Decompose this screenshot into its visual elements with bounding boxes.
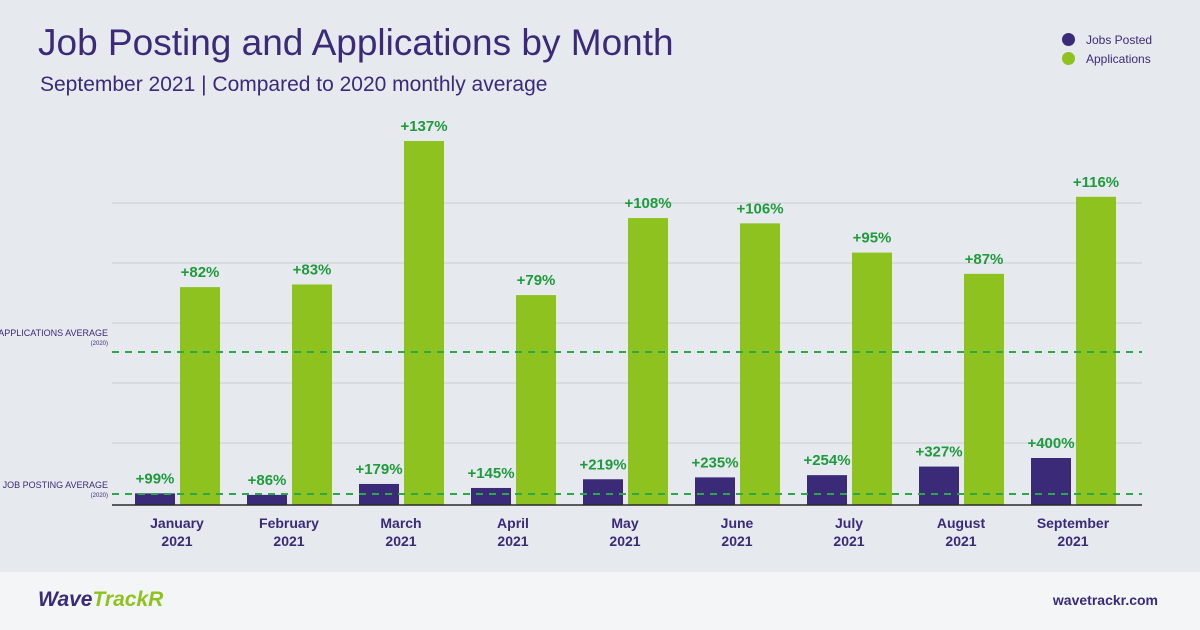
x-tick-label-month: May xyxy=(611,515,638,531)
logo-text-trackr: TrackR xyxy=(92,588,164,611)
bar-applications xyxy=(964,273,1004,505)
legend-item-applications: Applications xyxy=(1062,49,1152,68)
bar-jobs-posted xyxy=(135,493,175,505)
data-label-applications: +83% xyxy=(293,261,332,278)
bar-jobs-posted xyxy=(583,479,623,505)
data-label-jobs-posted: +99% xyxy=(136,470,175,487)
bar-applications xyxy=(852,252,892,505)
website-link[interactable]: wavetrackr.com xyxy=(1052,592,1158,608)
data-label-jobs-posted: +219% xyxy=(579,456,626,473)
data-label-applications: +137% xyxy=(400,118,447,135)
applications-average-label: APPLICATIONS AVERAGE (2020) xyxy=(0,328,108,350)
data-label-applications: +82% xyxy=(181,264,220,281)
bar-jobs-posted xyxy=(471,487,511,505)
x-tick-label-month: March xyxy=(380,515,421,531)
data-label-applications: +108% xyxy=(624,195,671,212)
data-label-jobs-posted: +327% xyxy=(915,444,962,461)
data-label-applications: +87% xyxy=(965,251,1004,268)
x-tick-label-month: August xyxy=(937,515,986,531)
bar-applications xyxy=(516,295,556,505)
data-label-jobs-posted: +400% xyxy=(1027,435,1074,452)
x-tick-label-month: July xyxy=(835,515,863,531)
job-posting-average-year: (2020) xyxy=(90,493,108,499)
logo-text-wave: Wave xyxy=(38,588,93,611)
legend-label-applications: Applications xyxy=(1086,51,1151,66)
data-label-jobs-posted: +235% xyxy=(691,454,738,471)
legend-swatch-jobs-posted xyxy=(1062,33,1075,46)
applications-average-text: APPLICATIONS AVERAGE xyxy=(0,328,108,338)
bar-applications xyxy=(404,141,444,505)
x-tick-label-month: June xyxy=(721,515,754,531)
bar-jobs-posted xyxy=(695,477,735,505)
data-label-jobs-posted: +254% xyxy=(803,452,850,469)
bar-applications xyxy=(292,284,332,505)
legend-swatch-applications xyxy=(1062,52,1075,65)
data-label-applications: +95% xyxy=(853,230,892,247)
x-tick-label-year: 2021 xyxy=(385,533,416,549)
bar-chart: +99% +82% January 2021 +86% +83% February 2021 +… xyxy=(112,118,1142,549)
data-label-jobs-posted: +86% xyxy=(248,472,287,489)
chart-title: Job Posting and Applications by Month xyxy=(38,22,674,63)
data-label-jobs-posted: +179% xyxy=(355,461,402,478)
bar-applications xyxy=(628,218,668,506)
bar-jobs-posted xyxy=(807,475,847,505)
x-tick-label-year: 2021 xyxy=(945,533,976,549)
bar-applications xyxy=(1076,196,1116,505)
legend-item-jobs-posted: Jobs Posted xyxy=(1062,30,1152,49)
x-tick-label-year: 2021 xyxy=(609,533,640,549)
data-label-applications: +106% xyxy=(736,200,783,217)
legend-label-jobs-posted: Jobs Posted xyxy=(1086,32,1153,47)
x-tick-label-year: 2021 xyxy=(273,533,304,549)
bar-jobs-posted xyxy=(1031,458,1071,505)
footer: WaveTrackR wavetrackr.com xyxy=(0,572,1200,630)
x-tick-label-month: April xyxy=(497,515,529,531)
x-tick-label-year: 2021 xyxy=(161,533,192,549)
bar-applications xyxy=(740,223,780,505)
x-tick-label-year: 2021 xyxy=(721,533,752,549)
data-label-applications: +79% xyxy=(517,272,556,289)
bar-jobs-posted xyxy=(919,466,959,505)
data-label-jobs-posted: +145% xyxy=(467,465,514,482)
legend: Jobs Posted Applications xyxy=(1062,30,1152,68)
bar-jobs-posted xyxy=(247,494,287,505)
x-tick-label-month: January xyxy=(150,515,204,531)
data-label-applications: +116% xyxy=(1073,174,1119,191)
job-posting-average-text: JOB POSTING AVERAGE xyxy=(2,480,108,490)
x-tick-label-year: 2021 xyxy=(833,533,864,549)
job-posting-average-label: JOB POSTING AVERAGE (2020) xyxy=(0,480,108,502)
x-tick-label-month: February xyxy=(259,515,319,531)
chart-panel: +99% +82% January 2021 +86% +83% February 2021 +… xyxy=(0,22,1153,549)
bar-applications xyxy=(180,287,220,505)
x-tick-label-month: September xyxy=(1037,515,1110,531)
x-tick-label-year: 2021 xyxy=(497,533,528,549)
chart-subtitle: September 2021 | Compared to 2020 monthl… xyxy=(40,73,548,96)
applications-average-year: (2020) xyxy=(90,341,108,347)
wavetrackr-logo[interactable]: WaveTrackR xyxy=(38,588,163,612)
x-tick-label-year: 2021 xyxy=(1057,533,1088,549)
